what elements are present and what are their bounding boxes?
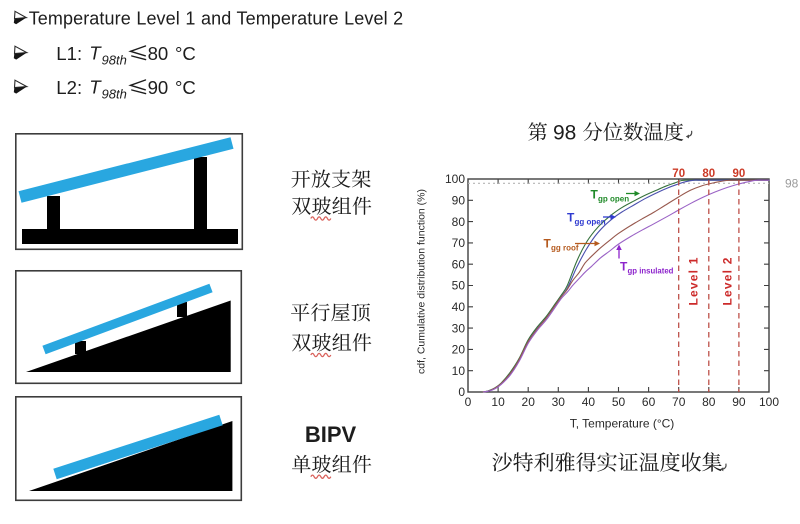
svg-text:Level 2: Level 2: [721, 256, 735, 305]
svg-text:80: 80: [452, 215, 466, 229]
svg-text:°C: °C: [175, 43, 196, 64]
svg-text:gg roof: gg roof: [551, 244, 579, 253]
svg-text:0: 0: [458, 385, 465, 399]
svg-text:20: 20: [452, 343, 466, 357]
svg-text:T: T: [567, 211, 575, 225]
svg-text:40: 40: [452, 300, 466, 314]
svg-text:90: 90: [148, 77, 169, 98]
svg-text:10: 10: [452, 364, 466, 378]
svg-text:80: 80: [148, 43, 169, 64]
svg-text:98th: 98th: [102, 86, 127, 101]
svg-text:70: 70: [452, 236, 466, 250]
svg-text:gp open: gp open: [598, 195, 629, 204]
svg-text:70: 70: [672, 395, 686, 409]
svg-text:T: T: [89, 77, 102, 98]
svg-text:90: 90: [452, 194, 466, 208]
svg-text:T, Temperature (°C): T, Temperature (°C): [570, 417, 675, 431]
svg-text:100: 100: [445, 172, 465, 186]
svg-text:20: 20: [522, 395, 536, 409]
svg-text:60: 60: [642, 395, 656, 409]
svg-text:L1:: L1:: [56, 43, 82, 64]
svg-text:80: 80: [702, 168, 715, 180]
svg-text:100: 100: [759, 395, 779, 409]
svg-text:Level 1: Level 1: [687, 256, 701, 305]
svg-text:0: 0: [465, 395, 472, 409]
svg-text:50: 50: [612, 395, 626, 409]
svg-text:40: 40: [582, 395, 596, 409]
svg-text:L2:: L2:: [56, 77, 82, 98]
svg-text:T: T: [620, 260, 628, 274]
svg-text:90: 90: [732, 395, 746, 409]
svg-text:60: 60: [452, 257, 466, 271]
svg-text:10: 10: [491, 395, 505, 409]
svg-text:98th: 98th: [102, 52, 127, 67]
svg-text:98: 98: [553, 121, 576, 144]
svg-text:BIPV: BIPV: [305, 422, 357, 447]
svg-text:°C: °C: [175, 77, 196, 98]
svg-text:30: 30: [452, 321, 466, 335]
svg-text:T: T: [89, 43, 102, 64]
svg-text:T: T: [544, 237, 552, 251]
svg-text:Temperature Level 1 and Temper: Temperature Level 1 and Temperature Leve…: [29, 9, 404, 29]
svg-text:90: 90: [733, 168, 746, 180]
svg-text:70: 70: [672, 168, 685, 180]
svg-text:80: 80: [702, 395, 716, 409]
svg-text:gp insulated: gp insulated: [628, 267, 674, 276]
svg-text:cdf, Cumulative distribution f: cdf, Cumulative distribution function (%…: [416, 189, 428, 374]
svg-text:gg open: gg open: [575, 218, 606, 227]
svg-text:50: 50: [452, 279, 466, 293]
svg-text:T: T: [591, 188, 599, 202]
svg-text:98: 98: [785, 177, 799, 191]
svg-text:30: 30: [552, 395, 566, 409]
